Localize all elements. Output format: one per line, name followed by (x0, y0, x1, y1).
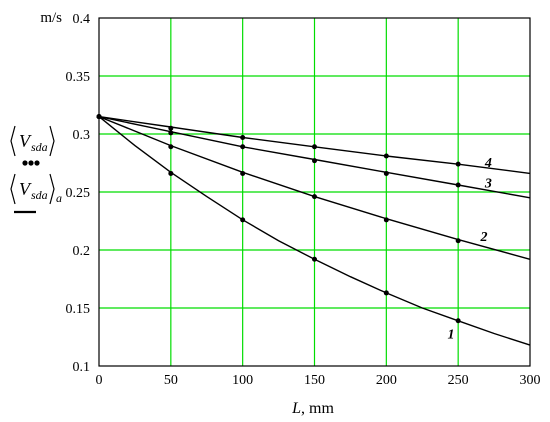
legend-subscript-2: sda (31, 188, 48, 202)
x-axis-label: L, mm (291, 400, 334, 417)
data-point-4 (455, 161, 461, 167)
x-tick-labels: 0 50 100 150 200 250 300 (96, 373, 541, 388)
legend-bracket-left-1 (10, 125, 16, 157)
curve-label-2: 2 (480, 230, 488, 245)
x-tick-label: 0 (96, 373, 103, 388)
legend-subscript-1: sda (31, 140, 48, 154)
legend-symbol-1: V (19, 131, 32, 151)
x-tick-label: 300 (520, 373, 541, 388)
grid (99, 18, 530, 366)
data-point-2 (168, 144, 174, 150)
data-point-1 (312, 256, 317, 262)
data-point-2 (383, 217, 389, 223)
data-point-2 (312, 194, 317, 200)
y-tick-label: 0.2 (73, 244, 91, 259)
y-tick-label: 0.15 (66, 302, 91, 317)
data-point-2 (455, 238, 461, 244)
x-axis-unit: , mm (301, 400, 334, 417)
y-unit-label: m/s (40, 10, 62, 26)
data-point-4 (383, 153, 389, 159)
data-point-3 (168, 130, 174, 136)
legend-dot (22, 160, 28, 166)
legend-bracket-right-1 (49, 125, 55, 157)
y-tick-labels: 0.1 0.15 0.2 0.25 0.3 0.35 0.4 (66, 12, 91, 375)
data-point-2 (240, 170, 246, 176)
legend-suffix-2: a (56, 191, 62, 205)
legend-symbol-2: V (19, 179, 32, 199)
curve-label-3: 3 (484, 177, 492, 192)
x-tick-label: 50 (164, 373, 178, 388)
series-group (96, 114, 531, 346)
legend-entry-line: V sda a (10, 173, 62, 214)
legend-bracket-left-2 (10, 173, 16, 205)
data-point-1 (455, 318, 461, 324)
x-tick-label: 100 (232, 373, 253, 388)
data-point-4 (312, 144, 317, 150)
curve-label-4: 4 (484, 156, 492, 171)
y-tick-label: 0.1 (73, 360, 91, 375)
legend-marker-dots (22, 160, 40, 166)
legend-dot (28, 160, 34, 166)
curve-labels: 1 2 3 4 (447, 156, 491, 343)
data-point-3 (240, 144, 246, 150)
legend-bracket-right-2 (49, 173, 55, 205)
legend: V sda V sda a (10, 125, 62, 214)
curve-label-1: 1 (447, 328, 454, 343)
x-axis-symbol: L (291, 400, 301, 417)
data-point-4 (168, 125, 174, 131)
y-tick-label: 0.35 (66, 70, 91, 85)
y-tick-label: 0.25 (66, 186, 91, 201)
data-point-3 (383, 170, 389, 176)
y-tick-label: 0.4 (73, 12, 91, 27)
y-tick-label: 0.3 (73, 128, 91, 143)
data-point-1 (240, 217, 246, 223)
x-tick-label: 250 (448, 373, 469, 388)
x-tick-label: 150 (304, 373, 325, 388)
data-point-1 (168, 170, 174, 176)
data-point-3 (455, 182, 461, 188)
plot-frame (98, 17, 531, 367)
x-tick-label: 200 (376, 373, 397, 388)
legend-dot (34, 160, 40, 166)
data-point-4 (96, 114, 102, 120)
data-point-1 (383, 290, 389, 296)
legend-entry-dots: V sda (10, 125, 55, 166)
data-point-3 (312, 158, 317, 164)
data-point-4 (240, 134, 246, 140)
